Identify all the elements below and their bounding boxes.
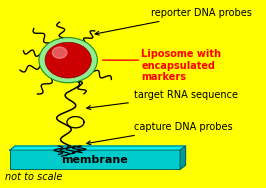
Text: target RNA sequence: target RNA sequence — [87, 90, 238, 110]
Polygon shape — [10, 146, 185, 150]
Text: reporter DNA probes: reporter DNA probes — [95, 8, 252, 35]
Circle shape — [45, 42, 91, 78]
Polygon shape — [180, 146, 185, 169]
Text: not to scale: not to scale — [5, 172, 62, 182]
Text: membrane: membrane — [61, 155, 128, 165]
FancyBboxPatch shape — [10, 150, 180, 169]
Text: capture DNA probes: capture DNA probes — [87, 122, 232, 145]
Text: Liposome with
encapsulated
markers: Liposome with encapsulated markers — [141, 49, 221, 82]
Circle shape — [39, 38, 97, 83]
Circle shape — [52, 47, 67, 58]
